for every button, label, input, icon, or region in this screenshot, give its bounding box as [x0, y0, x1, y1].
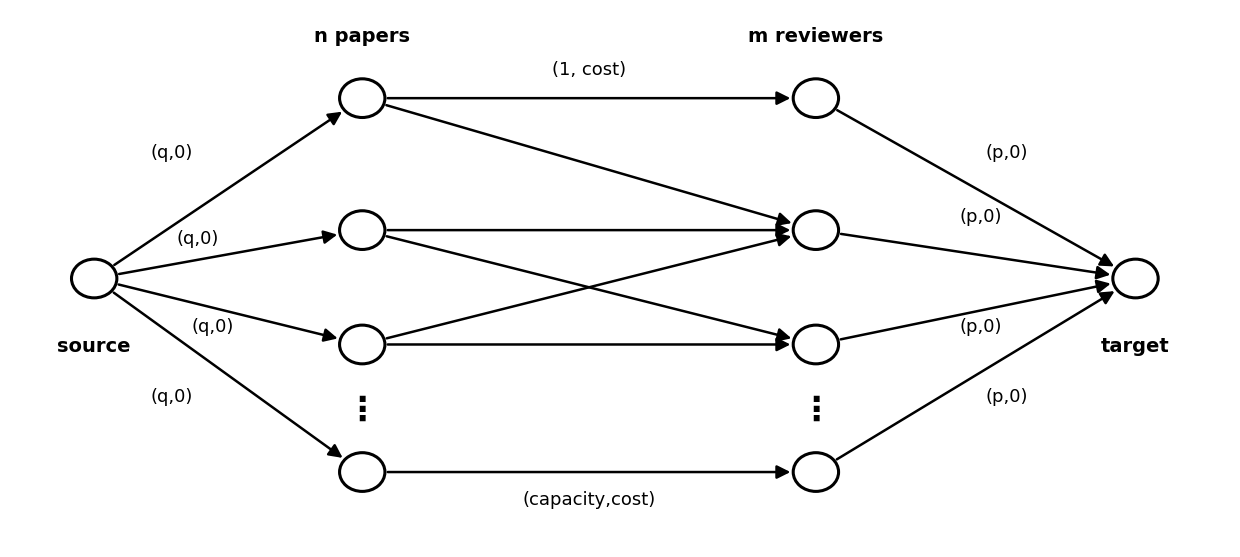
Text: (p,0): (p,0)	[960, 318, 1002, 336]
Text: (1, cost): (1, cost)	[552, 61, 626, 79]
Text: (p,0): (p,0)	[960, 208, 1002, 226]
Circle shape	[72, 259, 117, 298]
Text: (p,0): (p,0)	[986, 388, 1028, 406]
Circle shape	[1112, 259, 1158, 298]
Text: ⋮: ⋮	[346, 394, 379, 427]
Circle shape	[794, 79, 838, 118]
Text: (q,0): (q,0)	[191, 318, 234, 336]
Text: ⋮: ⋮	[800, 394, 832, 427]
Text: n papers: n papers	[314, 27, 410, 46]
Text: (capacity,cost): (capacity,cost)	[522, 491, 656, 509]
Text: (p,0): (p,0)	[986, 144, 1028, 162]
Text: m reviewers: m reviewers	[748, 27, 884, 46]
Circle shape	[794, 325, 838, 364]
Circle shape	[794, 453, 838, 491]
Circle shape	[340, 211, 384, 250]
Text: (q,0): (q,0)	[150, 388, 192, 406]
Circle shape	[340, 325, 384, 364]
Circle shape	[340, 453, 384, 491]
Text: (q,0): (q,0)	[176, 230, 218, 248]
Text: target: target	[1101, 338, 1169, 356]
Text: source: source	[57, 338, 131, 356]
Circle shape	[340, 79, 384, 118]
Text: (q,0): (q,0)	[150, 144, 192, 162]
Circle shape	[794, 211, 838, 250]
